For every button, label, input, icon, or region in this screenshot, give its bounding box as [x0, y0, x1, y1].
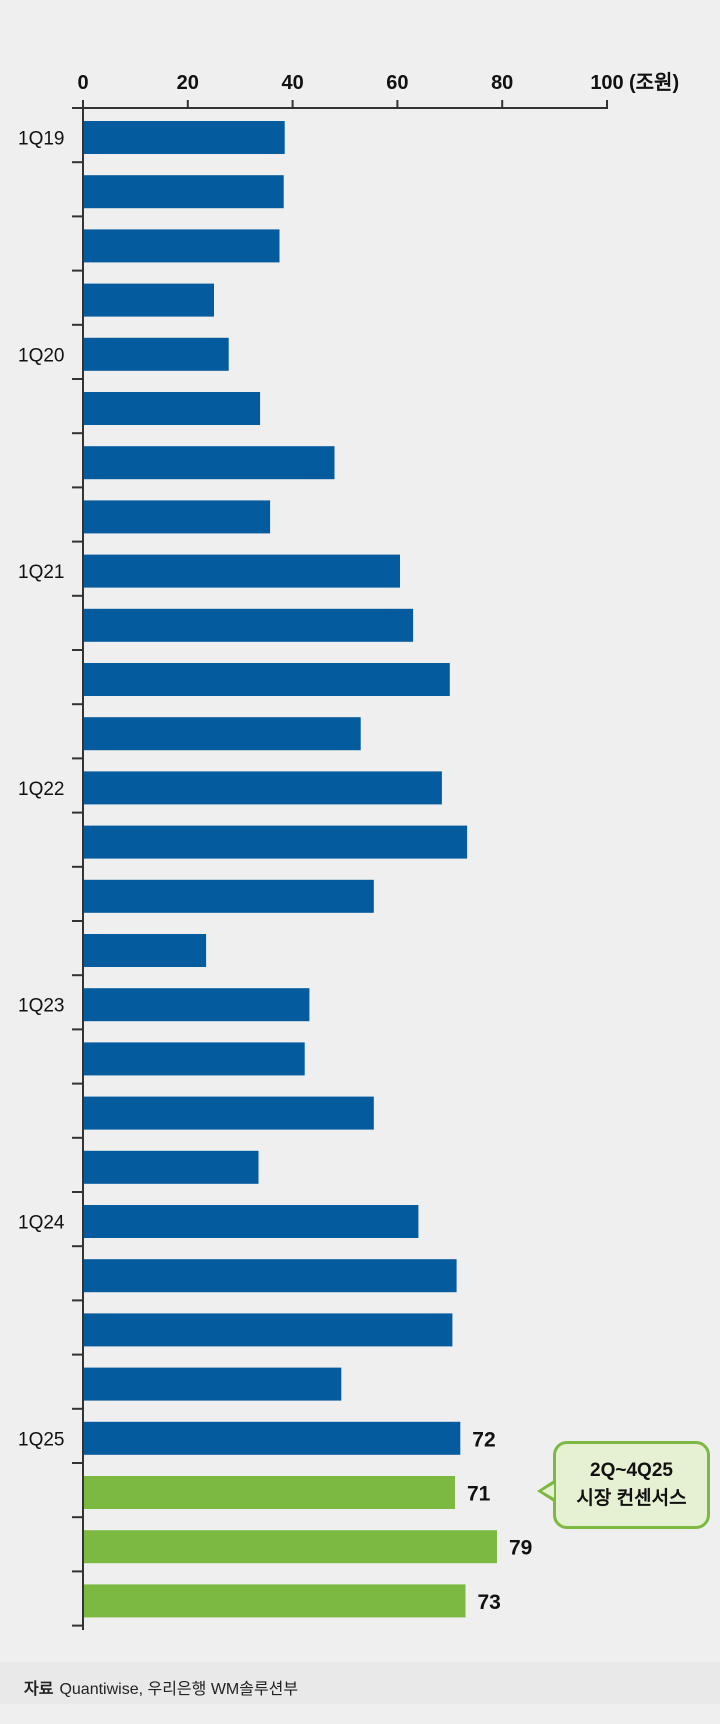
- bar-2q25: [84, 1476, 455, 1509]
- bar-1q23: [84, 988, 310, 1022]
- bar-1q20: [84, 337, 229, 371]
- value-label-1q25: 72: [472, 1428, 495, 1451]
- value-label-4q25: 73: [478, 1591, 501, 1614]
- callout-line-2: 시장 컨센서스: [576, 1488, 687, 1509]
- source-text: Quantiwise, 우리은행 WM솔루션부: [59, 1681, 299, 1698]
- bar-1q25: [84, 1421, 461, 1455]
- source-label: 자료: [24, 1681, 54, 1698]
- category-label-1q19: 1Q19: [18, 129, 64, 150]
- category-label-1q22: 1Q22: [18, 779, 64, 800]
- bar-4q24: [84, 1367, 342, 1401]
- bar-2q22: [84, 825, 468, 859]
- callout-pointer-fill: [542, 1484, 554, 1498]
- category-label-1q23: 1Q23: [18, 996, 64, 1017]
- bar-2q24: [84, 1259, 457, 1293]
- bar-3q20: [84, 446, 335, 480]
- x-tick-label-100: 100: [590, 72, 623, 94]
- bar-3q25: [84, 1530, 497, 1564]
- consensus-callout: 2Q~4Q25 시장 컨센서스: [553, 1441, 710, 1529]
- bar-1q21: [84, 554, 400, 588]
- bar-3q19: [84, 229, 280, 263]
- bar-2q23: [84, 1042, 305, 1076]
- category-label-1q20: 1Q20: [18, 345, 64, 366]
- bar-1q19: [84, 121, 285, 154]
- category-label-1q25: 1Q25: [18, 1429, 64, 1450]
- bar-3q24: [84, 1313, 453, 1347]
- bar-4q25: [84, 1584, 466, 1618]
- bar-1q24: [84, 1205, 419, 1238]
- bar-3q21: [84, 663, 450, 696]
- footer-band: [0, 1662, 720, 1704]
- bar-2q21: [84, 608, 414, 642]
- bar-2q20: [84, 392, 261, 425]
- value-label-3q25: 79: [509, 1537, 532, 1560]
- x-tick-label-80: 80: [491, 72, 513, 94]
- value-label-2q25: 71: [467, 1483, 491, 1506]
- x-tick-label-60: 60: [386, 72, 408, 94]
- bar-4q20: [84, 500, 271, 534]
- bar-1q22: [84, 771, 442, 805]
- bar-3q22: [84, 879, 374, 913]
- callout-line-1: 2Q~4Q25: [590, 1460, 673, 1481]
- x-tick-label-0: 0: [77, 72, 88, 94]
- bar-4q21: [84, 717, 361, 751]
- source-note: 자료 Quantiwise, 우리은행 WM솔루션부: [24, 1675, 298, 1699]
- bar-4q23: [84, 1150, 259, 1184]
- bar-4q22: [84, 934, 207, 967]
- x-unit-label: (조원): [629, 71, 679, 94]
- category-label-1q24: 1Q24: [18, 1213, 65, 1234]
- x-tick-label-20: 20: [177, 72, 199, 94]
- bar-4q19: [84, 283, 214, 317]
- bar-2q19: [84, 175, 284, 209]
- category-label-1q21: 1Q21: [18, 562, 64, 583]
- bar-3q23: [84, 1096, 374, 1130]
- x-tick-label-40: 40: [281, 72, 303, 94]
